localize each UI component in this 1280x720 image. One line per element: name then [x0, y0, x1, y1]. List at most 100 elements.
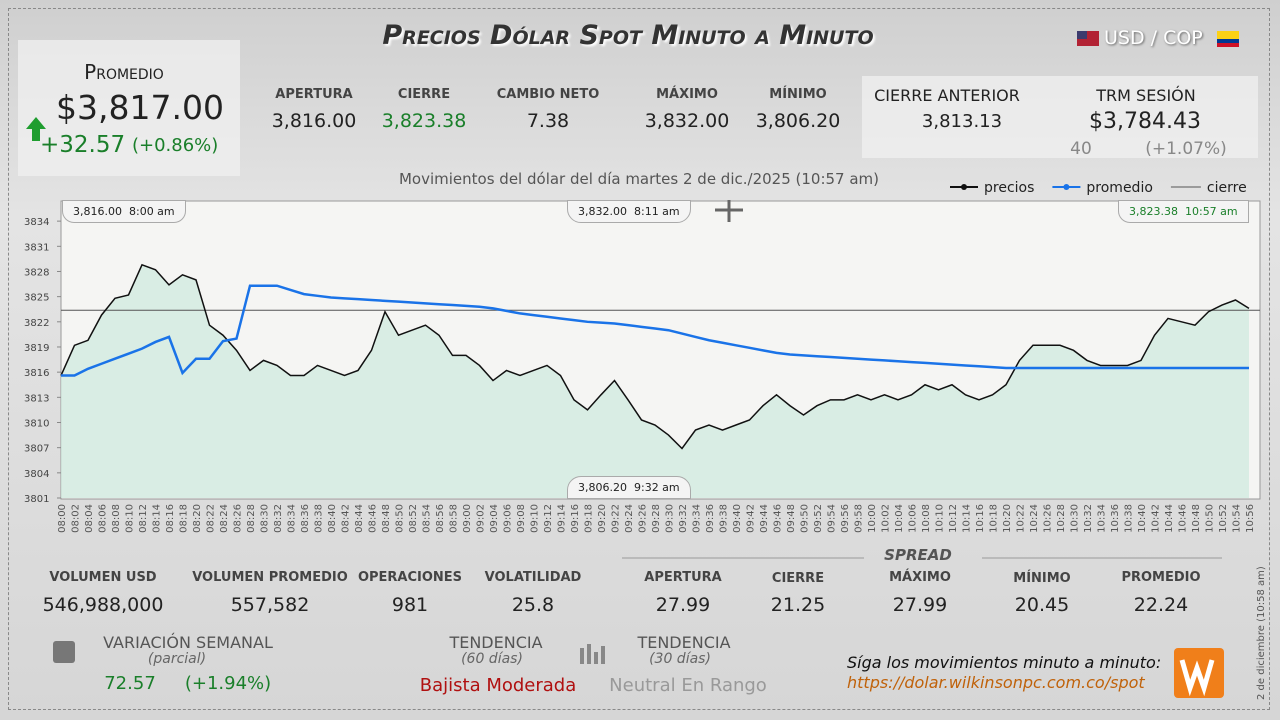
x-tick-label: 10:14 [962, 504, 973, 533]
y-tick-label: 3816 [24, 368, 49, 379]
annotation: 3,823.38 10:57 am [1118, 200, 1249, 223]
x-tick-label: 08:06 [98, 504, 109, 533]
annotation-time: 8:11 am [633, 205, 680, 218]
summary-value: 3,806.20 [755, 110, 841, 132]
y-tick-label: 3807 [24, 444, 49, 455]
y-tick-label: 3813 [24, 393, 49, 404]
x-tick-label: 10:30 [1070, 504, 1081, 533]
annotation-time: 9:32 am [633, 481, 680, 494]
promedio-change-pct: (+0.86%) [132, 135, 219, 156]
spread-value: 27.99 [892, 594, 948, 616]
x-tick-label: 10:38 [1124, 504, 1135, 533]
x-tick-label: 10:46 [1178, 504, 1189, 533]
x-tick-label: 08:16 [165, 504, 176, 533]
x-tick-label: 10:04 [894, 504, 905, 533]
currency: USD / COP [1104, 27, 1203, 49]
stat-label: VOLATILIDAD [484, 570, 582, 585]
x-tick-label: 09:32 [678, 504, 689, 533]
y-tick-label: 3831 [24, 242, 49, 253]
x-tick-label: 08:00 [57, 504, 68, 533]
x-tick-label: 08:04 [84, 504, 95, 533]
x-tick-label: 10:44 [1164, 504, 1175, 533]
y-tick-label: 3810 [24, 418, 49, 429]
x-tick-label: 09:18 [584, 504, 595, 533]
stat-value: 546,988,000 [42, 594, 164, 616]
spread-value: 27.99 [655, 594, 711, 616]
x-tick-label: 10:36 [1110, 504, 1121, 533]
summary-label: CIERRE [397, 87, 451, 102]
x-tick-label: 08:02 [71, 504, 82, 533]
x-tick-label: 10:52 [1218, 504, 1229, 533]
x-tick-label: 09:58 [854, 504, 865, 533]
spread-label: MÁXIMO [889, 570, 951, 585]
x-tick-label: 09:12 [543, 504, 554, 533]
logo-mark [1179, 659, 1215, 697]
spread-label: MÍNIMO [1013, 571, 1071, 586]
summary-value: 7.38 [526, 110, 570, 132]
spread-label: PROMEDIO [1121, 570, 1201, 585]
cierre-anterior-label: CIERRE ANTERIOR [874, 86, 1020, 105]
y-tick-label: 3804 [24, 469, 49, 480]
y-tick-label: 3801 [24, 494, 49, 505]
annotation: 3,806.20 9:32 am [567, 476, 691, 499]
x-tick-label: 08:54 [422, 504, 433, 533]
x-tick-label: 08:56 [435, 504, 446, 533]
annotation-value: 3,823.38 [1129, 205, 1178, 218]
x-tick-label: 08:26 [233, 504, 244, 533]
co-flag-red [1217, 43, 1239, 47]
spread-value: 20.45 [1014, 594, 1070, 616]
x-tick-label: 08:32 [273, 504, 284, 533]
summary-label: APERTURA [275, 87, 353, 102]
trend-note: (30 días) [649, 651, 711, 667]
summary-value: 3,823.38 [381, 110, 467, 132]
annotation-time: 10:57 am [1184, 205, 1238, 218]
x-tick-label: 09:02 [476, 504, 487, 533]
annotation-value: 3,806.20 [578, 481, 627, 494]
annotation: 3,816.00 8:00 am [62, 200, 186, 223]
x-tick-label: 10:08 [921, 504, 932, 533]
cierre-anterior-value: 3,813.13 [921, 111, 1003, 132]
co-flag-blue [1217, 39, 1239, 43]
up-arrow [26, 117, 46, 141]
x-tick-label: 10:28 [1056, 504, 1067, 533]
x-tick-label: 09:28 [651, 504, 662, 533]
x-tick-label: 10:42 [1151, 504, 1162, 533]
x-tick-label: 10:22 [1016, 504, 1027, 533]
x-tick-label: 09:52 [813, 504, 824, 533]
stat-value: 981 [391, 594, 429, 616]
trm-change-pct: (+1.07%) [1145, 139, 1227, 159]
x-tick-label: 10:48 [1191, 504, 1202, 533]
x-tick-label: 09:08 [516, 504, 527, 533]
x-tick-label: 08:42 [341, 504, 352, 533]
summary-label: MÁXIMO [656, 87, 718, 102]
x-tick-label: 10:32 [1083, 504, 1094, 533]
x-tick-label: 08:46 [368, 504, 379, 533]
promedio-change: +32.57 [40, 132, 126, 158]
x-tick-label: 09:06 [503, 504, 514, 533]
weekly-label: VARIACIÓN SEMANAL [103, 633, 273, 652]
trm-label: TRM SESIÓN [1096, 86, 1196, 105]
x-tick-label: 09:42 [746, 504, 757, 533]
timestamp: 2 de diciembre (10:58 am) [1256, 566, 1267, 700]
y-tick-label: 3819 [24, 343, 49, 354]
x-tick-label: 08:18 [179, 504, 190, 533]
series-line [61, 284, 1249, 377]
x-tick-label: 09:30 [665, 504, 676, 533]
x-tick-label: 09:50 [800, 504, 811, 533]
chart-icon [594, 652, 598, 664]
legend-label: precios [984, 180, 1034, 196]
x-tick-label: 08:52 [408, 504, 419, 533]
spread-label: APERTURA [644, 570, 722, 585]
x-tick-label: 09:40 [732, 504, 743, 533]
weekly-value: 72.57 [104, 673, 156, 694]
chart-icon [601, 646, 605, 664]
trm-change: 40 [1070, 139, 1092, 159]
x-tick-label: 09:16 [570, 504, 581, 533]
x-tick-label: 08:22 [206, 504, 217, 533]
stat-label: VOLUMEN USD [49, 570, 157, 585]
footer-cta: Síga los movimientos minuto a minuto: [847, 653, 1162, 672]
footer-url[interactable]: https://dolar.wilkinsonpc.com.co/spot [847, 673, 1145, 692]
trend-label: TENDENCIA [637, 633, 731, 652]
